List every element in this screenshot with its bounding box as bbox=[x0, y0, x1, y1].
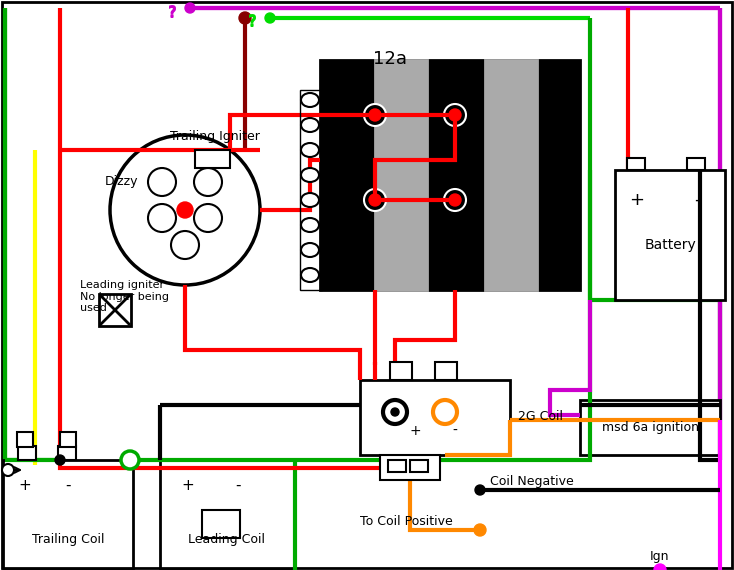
Text: -: - bbox=[236, 478, 241, 493]
Bar bbox=[388, 460, 406, 472]
Ellipse shape bbox=[301, 118, 319, 132]
Circle shape bbox=[2, 464, 14, 476]
Circle shape bbox=[121, 451, 139, 469]
Ellipse shape bbox=[301, 93, 319, 107]
Circle shape bbox=[391, 408, 399, 416]
Bar bbox=[380, 455, 440, 480]
Text: Coil Negative: Coil Negative bbox=[490, 475, 574, 488]
Circle shape bbox=[654, 564, 666, 570]
Text: ?: ? bbox=[168, 6, 177, 21]
Text: +: + bbox=[181, 478, 195, 493]
Bar bbox=[160, 460, 295, 568]
Ellipse shape bbox=[301, 268, 319, 282]
Bar bbox=[410, 460, 428, 472]
Text: 12a: 12a bbox=[373, 50, 407, 68]
Bar bbox=[300, 90, 322, 290]
Bar bbox=[195, 150, 230, 168]
Text: ?: ? bbox=[248, 15, 257, 30]
Circle shape bbox=[194, 168, 222, 196]
Bar bbox=[60, 432, 76, 447]
Text: Trailing Igniter: Trailing Igniter bbox=[170, 130, 260, 143]
Circle shape bbox=[194, 204, 222, 232]
Bar bbox=[99, 294, 131, 326]
Bar bbox=[390, 362, 412, 380]
Circle shape bbox=[449, 109, 461, 121]
Circle shape bbox=[265, 13, 275, 23]
Text: -: - bbox=[694, 191, 700, 209]
Circle shape bbox=[474, 524, 486, 536]
Circle shape bbox=[239, 12, 251, 24]
Circle shape bbox=[148, 168, 176, 196]
Circle shape bbox=[364, 104, 386, 126]
Bar bbox=[202, 510, 240, 538]
Circle shape bbox=[110, 135, 260, 285]
Circle shape bbox=[383, 400, 407, 424]
Circle shape bbox=[177, 202, 193, 218]
Circle shape bbox=[364, 189, 386, 211]
Bar bbox=[58, 446, 76, 460]
Ellipse shape bbox=[301, 218, 319, 232]
Text: Trailing Coil: Trailing Coil bbox=[32, 534, 104, 547]
Circle shape bbox=[185, 3, 195, 13]
Ellipse shape bbox=[301, 193, 319, 207]
Bar bbox=[18, 446, 36, 460]
Text: msd 6a ignition: msd 6a ignition bbox=[601, 421, 699, 434]
Ellipse shape bbox=[301, 143, 319, 157]
Circle shape bbox=[171, 231, 199, 259]
Text: 2G Coil: 2G Coil bbox=[518, 410, 563, 424]
Circle shape bbox=[55, 455, 65, 465]
Ellipse shape bbox=[301, 243, 319, 257]
Text: To Coil Positive: To Coil Positive bbox=[360, 515, 453, 528]
Bar bbox=[580, 400, 720, 455]
Bar bbox=[687, 158, 705, 170]
Bar bbox=[375, 60, 427, 290]
Text: ?: ? bbox=[248, 14, 257, 29]
Bar bbox=[627, 158, 645, 170]
Text: Dizzy: Dizzy bbox=[105, 175, 139, 188]
Text: Leading Coil: Leading Coil bbox=[189, 534, 266, 547]
Circle shape bbox=[475, 485, 485, 495]
Ellipse shape bbox=[301, 168, 319, 182]
Text: ?: ? bbox=[168, 5, 177, 20]
Text: +: + bbox=[630, 191, 644, 209]
Text: +: + bbox=[409, 424, 421, 438]
Circle shape bbox=[444, 189, 466, 211]
Text: Leading igniter
No longer being
used: Leading igniter No longer being used bbox=[80, 280, 169, 313]
Bar bbox=[360, 380, 510, 455]
Bar bbox=[435, 362, 457, 380]
Text: -: - bbox=[453, 424, 457, 438]
Circle shape bbox=[449, 194, 461, 206]
Text: -: - bbox=[65, 478, 70, 493]
Bar bbox=[485, 60, 537, 290]
Circle shape bbox=[433, 400, 457, 424]
Bar bbox=[17, 432, 33, 447]
Text: Battery: Battery bbox=[644, 238, 696, 252]
Text: Ign: Ign bbox=[650, 550, 669, 563]
Bar bbox=[615, 170, 725, 300]
Circle shape bbox=[148, 204, 176, 232]
Bar bbox=[320, 60, 580, 290]
Circle shape bbox=[369, 194, 381, 206]
Circle shape bbox=[444, 104, 466, 126]
Circle shape bbox=[369, 109, 381, 121]
Text: +: + bbox=[18, 478, 32, 493]
Bar bbox=[3, 460, 133, 568]
